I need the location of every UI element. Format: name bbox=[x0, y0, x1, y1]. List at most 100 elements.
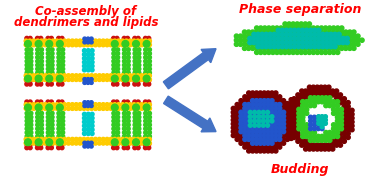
Circle shape bbox=[321, 40, 325, 45]
Circle shape bbox=[277, 102, 282, 107]
Circle shape bbox=[61, 131, 65, 134]
Circle shape bbox=[25, 52, 29, 55]
Circle shape bbox=[267, 26, 271, 30]
Circle shape bbox=[289, 114, 293, 118]
Circle shape bbox=[270, 110, 274, 114]
Circle shape bbox=[243, 114, 247, 118]
Circle shape bbox=[101, 137, 105, 141]
Circle shape bbox=[50, 48, 54, 52]
Circle shape bbox=[147, 67, 152, 71]
Circle shape bbox=[297, 111, 301, 115]
Circle shape bbox=[319, 50, 324, 55]
Circle shape bbox=[320, 127, 324, 131]
Circle shape bbox=[266, 149, 270, 153]
Circle shape bbox=[342, 124, 346, 128]
Circle shape bbox=[327, 30, 332, 34]
Circle shape bbox=[252, 40, 256, 45]
Circle shape bbox=[25, 119, 29, 123]
Circle shape bbox=[323, 85, 327, 89]
Circle shape bbox=[40, 59, 43, 63]
Circle shape bbox=[346, 131, 350, 136]
Circle shape bbox=[293, 105, 297, 110]
Circle shape bbox=[243, 118, 247, 122]
Circle shape bbox=[346, 116, 350, 120]
Circle shape bbox=[291, 38, 295, 42]
Circle shape bbox=[281, 102, 286, 107]
Circle shape bbox=[339, 38, 344, 42]
Circle shape bbox=[301, 100, 305, 104]
Circle shape bbox=[271, 30, 275, 34]
Circle shape bbox=[105, 74, 109, 78]
Circle shape bbox=[67, 74, 70, 78]
Circle shape bbox=[46, 104, 53, 111]
Circle shape bbox=[132, 43, 136, 47]
Circle shape bbox=[283, 26, 287, 30]
Circle shape bbox=[296, 97, 300, 101]
Circle shape bbox=[335, 130, 339, 135]
Circle shape bbox=[109, 137, 113, 141]
Circle shape bbox=[342, 116, 346, 120]
Circle shape bbox=[140, 39, 144, 43]
Circle shape bbox=[105, 137, 109, 141]
Circle shape bbox=[262, 118, 266, 122]
Circle shape bbox=[116, 63, 119, 67]
Circle shape bbox=[289, 110, 293, 114]
Circle shape bbox=[101, 103, 105, 107]
Circle shape bbox=[324, 103, 328, 108]
Circle shape bbox=[60, 79, 64, 83]
Circle shape bbox=[254, 137, 259, 141]
Circle shape bbox=[78, 78, 82, 81]
Circle shape bbox=[332, 103, 336, 108]
Circle shape bbox=[43, 141, 47, 145]
Circle shape bbox=[277, 130, 282, 134]
Circle shape bbox=[36, 134, 40, 138]
Circle shape bbox=[335, 123, 339, 127]
Circle shape bbox=[257, 123, 261, 127]
Circle shape bbox=[40, 78, 43, 81]
Circle shape bbox=[338, 139, 342, 143]
Circle shape bbox=[90, 60, 94, 64]
Circle shape bbox=[266, 95, 270, 99]
Circle shape bbox=[304, 147, 308, 151]
Circle shape bbox=[133, 111, 137, 115]
Circle shape bbox=[121, 39, 124, 43]
Circle shape bbox=[36, 59, 40, 63]
Circle shape bbox=[267, 50, 271, 55]
Circle shape bbox=[61, 111, 65, 115]
Circle shape bbox=[29, 131, 33, 134]
Circle shape bbox=[285, 109, 290, 114]
Circle shape bbox=[234, 42, 239, 46]
Circle shape bbox=[305, 134, 309, 139]
Circle shape bbox=[297, 119, 301, 123]
Circle shape bbox=[266, 91, 270, 95]
Circle shape bbox=[295, 30, 299, 34]
Circle shape bbox=[323, 143, 327, 147]
Circle shape bbox=[299, 50, 304, 55]
Circle shape bbox=[285, 102, 290, 106]
Circle shape bbox=[116, 115, 119, 119]
Circle shape bbox=[270, 126, 274, 130]
Circle shape bbox=[143, 75, 150, 82]
Circle shape bbox=[59, 137, 63, 141]
Circle shape bbox=[36, 36, 39, 40]
Circle shape bbox=[329, 36, 333, 41]
Circle shape bbox=[112, 71, 116, 75]
Circle shape bbox=[313, 36, 317, 41]
Circle shape bbox=[47, 107, 51, 110]
Circle shape bbox=[47, 103, 51, 107]
Circle shape bbox=[254, 110, 259, 114]
Circle shape bbox=[147, 137, 152, 141]
Circle shape bbox=[82, 39, 86, 43]
Circle shape bbox=[283, 46, 287, 50]
Circle shape bbox=[144, 79, 147, 83]
Circle shape bbox=[328, 96, 332, 100]
Circle shape bbox=[319, 30, 324, 34]
Circle shape bbox=[239, 122, 243, 126]
Circle shape bbox=[300, 89, 304, 93]
Circle shape bbox=[121, 103, 124, 107]
Circle shape bbox=[132, 137, 136, 141]
Circle shape bbox=[289, 125, 293, 129]
Circle shape bbox=[292, 127, 296, 132]
Circle shape bbox=[90, 145, 93, 148]
Circle shape bbox=[315, 89, 319, 93]
